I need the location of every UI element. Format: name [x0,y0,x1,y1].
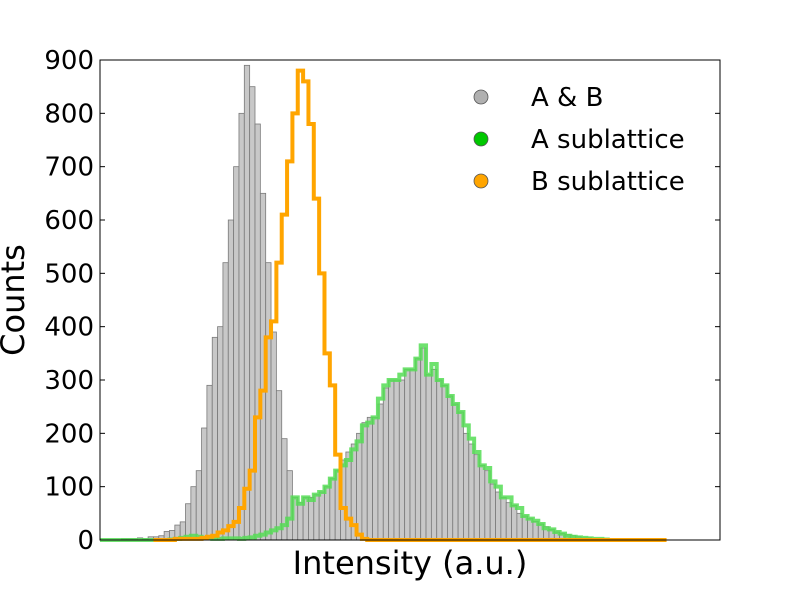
y-tick-label: 900 [44,46,94,76]
histogram-bar [393,379,400,541]
y-tick-label: 600 [44,206,94,236]
y-tick-label: 700 [44,153,94,183]
histogram-bar [463,432,470,541]
histogram-bar [254,123,261,541]
y-tick-label: 800 [44,99,94,129]
histogram-bar [190,486,197,541]
histogram-bar [270,331,277,541]
histogram-bar [217,326,224,541]
histogram-bar [489,483,496,541]
y-tick-label: 0 [77,526,94,556]
histogram-bar [238,112,245,541]
histogram-bar [227,219,235,541]
histogram-bar [511,504,518,541]
histogram-bar [366,416,373,541]
histogram-bar [430,368,438,541]
y-axis-label: Counts [0,244,32,356]
y-tick-label: 300 [44,366,94,396]
legend-marker [473,173,489,189]
histogram-bar [308,496,315,541]
histogram-bar [377,403,384,541]
histogram-bar [372,416,379,541]
y-tick-label: 500 [44,259,94,289]
histogram-bar [441,384,448,541]
histogram-bar [206,384,213,541]
histogram-bar [404,368,411,541]
legend-marker [473,131,489,147]
histogram-bar [318,491,325,541]
histogram-bar [414,358,422,541]
histogram-bar [505,502,512,541]
histogram-bar [436,379,443,541]
histogram-bar [265,262,272,541]
histogram-bar [425,374,432,541]
histogram-bar [201,427,208,541]
histogram-bar [452,403,459,541]
histogram-bar [297,502,304,541]
histogram-bar [447,395,454,541]
histogram-bar [222,262,229,541]
y-tick-label: 200 [44,419,94,449]
histogram-bar [457,411,464,541]
legend: A & B A sublattice B sublattice [473,83,685,197]
legend-label: B sublattice [531,167,685,197]
y-tick-label: 100 [44,473,94,503]
histogram-bar [233,166,240,541]
histogram-bar [211,336,218,541]
histogram-bar [398,379,406,541]
histogram-bar [382,387,390,541]
histogram-bar [420,347,427,541]
y-axis-ticks: 0 100 200 300 400 500 600 700 800 900 [44,46,720,556]
histogram-bar [275,390,283,541]
histogram-bar [473,454,480,541]
legend-label: A & B [531,83,603,113]
legend-marker [473,89,489,105]
histogram-bar [500,496,507,541]
histogram-bar [195,470,202,541]
histogram-bar [479,464,486,541]
histogram-bar [468,443,475,541]
legend-label: A sublattice [531,125,685,155]
plot-frame [99,59,721,541]
x-axis-label: Intensity (a.u.) [293,544,528,582]
y-tick-label: 400 [44,313,94,343]
histogram-bar [409,368,416,541]
histogram-bar [324,486,331,541]
histogram-bar [388,379,395,541]
